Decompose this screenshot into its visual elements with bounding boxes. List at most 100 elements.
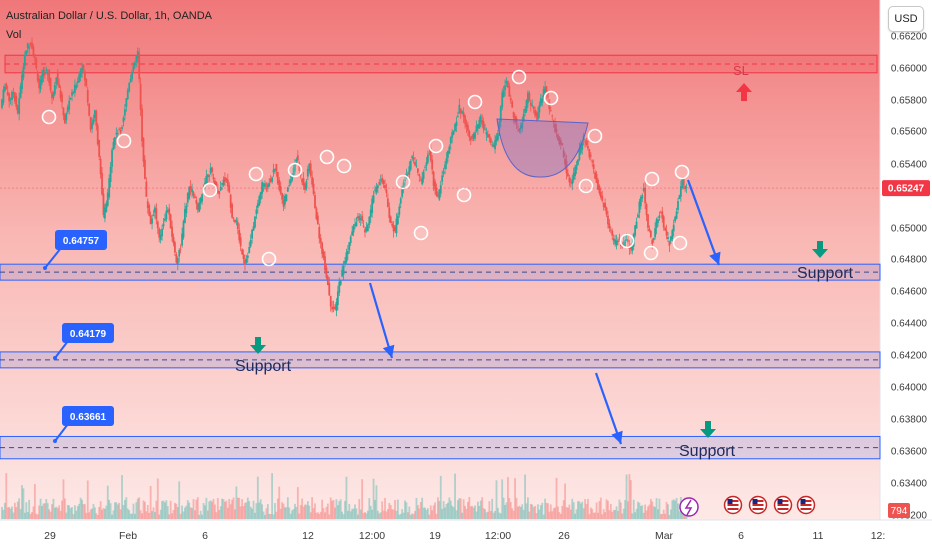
volume-bar (96, 514, 99, 519)
candle-body (575, 165, 578, 170)
candle-body (106, 192, 109, 206)
volume-bar (189, 507, 192, 519)
volume-bar (658, 498, 661, 519)
volume-bar (51, 504, 53, 519)
trend-arrowhead (611, 430, 623, 444)
volume-bar (206, 510, 209, 519)
volume-bar (497, 507, 499, 519)
candle-body (9, 98, 12, 100)
candle-body (418, 174, 421, 177)
volume-bar (162, 500, 165, 519)
volume-bar (467, 501, 469, 519)
volume-bar (445, 503, 448, 519)
volume-bar (504, 504, 506, 519)
time-axis: 29 Feb 6 12 12:00 19 12:00 26 Mar 6 11 12: (44, 530, 885, 542)
candle-body (335, 301, 338, 311)
candle-body (468, 131, 471, 138)
volume-bar (391, 509, 394, 519)
volume-bar (461, 512, 464, 519)
volume-bar (515, 497, 518, 519)
volume-indicator-label[interactable]: Vol (6, 29, 22, 41)
candle-body (562, 150, 565, 157)
volume-bar (311, 497, 314, 519)
volume-bar (329, 497, 332, 519)
candle-body (88, 103, 91, 116)
candle-body (385, 189, 388, 193)
volume-bar (399, 513, 402, 519)
candle-body (318, 226, 321, 239)
volume-bar (345, 476, 348, 519)
candle-body (59, 90, 62, 99)
symbol-title[interactable]: Australian Dollar / U.S. Dollar, 1h, OAN… (6, 10, 213, 22)
candle-body (222, 179, 225, 186)
volume-bar (588, 514, 591, 519)
candle-body (322, 251, 325, 258)
volume-bar (409, 514, 412, 519)
candle-body (549, 110, 552, 112)
candle-body (605, 207, 608, 215)
volume-bar (481, 497, 484, 519)
volume-bar (356, 514, 359, 519)
candle-body (2, 89, 5, 103)
candle-body (369, 209, 372, 217)
volume-bar (441, 508, 444, 519)
volume-bar (168, 514, 171, 519)
candle-body (284, 195, 286, 205)
candle-body (599, 191, 602, 198)
candle-body (264, 183, 266, 188)
candle-body (679, 186, 682, 197)
current-price-tag (882, 180, 930, 197)
candle-body (356, 216, 359, 219)
candle-body (348, 242, 351, 251)
candle-body (685, 187, 688, 189)
volume-bar (375, 485, 378, 519)
volume-bar (469, 506, 472, 519)
volume-bar (589, 507, 592, 519)
currency-button[interactable]: USD (888, 6, 924, 32)
volume-bar (521, 504, 524, 519)
candle-body (294, 163, 296, 172)
candle-body (477, 124, 479, 129)
candle-body (234, 219, 236, 223)
candle-body (544, 86, 546, 94)
candle-body (344, 260, 346, 265)
volume-bar (662, 509, 665, 519)
candle-body (467, 125, 469, 131)
candle-body (464, 115, 466, 124)
candle-body (195, 199, 198, 204)
volume-bar (492, 512, 495, 519)
volume-bar (316, 512, 319, 519)
volume-bar (475, 511, 478, 519)
volume-bar (13, 502, 16, 519)
volume-bar (2, 509, 5, 519)
candle-body (171, 226, 173, 237)
candle-body (268, 182, 271, 187)
volume-bar (464, 505, 466, 519)
candle-body (149, 215, 152, 225)
candle-body (564, 158, 566, 165)
candle-body (271, 177, 274, 182)
volume-bar (159, 509, 162, 519)
volume-bar (146, 505, 149, 519)
candle-body (384, 184, 386, 188)
candle-body (592, 164, 595, 170)
volume-bar (567, 507, 569, 519)
volume-bar (79, 497, 82, 519)
candle-body (288, 185, 291, 187)
price-callout-box (62, 406, 114, 426)
volume-bar (225, 500, 228, 519)
volume-bar (235, 486, 238, 519)
volume-bar (274, 503, 276, 519)
volume-bar (509, 502, 512, 519)
candle-body (532, 106, 535, 109)
volume-bar (244, 503, 246, 519)
volume-bar (552, 508, 555, 519)
volume-bar (299, 504, 302, 519)
volume-bar (529, 503, 532, 519)
volume-bar (448, 497, 451, 519)
volume-bar (142, 500, 145, 519)
candle-body (537, 112, 539, 120)
volume-bar (577, 501, 579, 519)
candle-body (487, 134, 489, 138)
